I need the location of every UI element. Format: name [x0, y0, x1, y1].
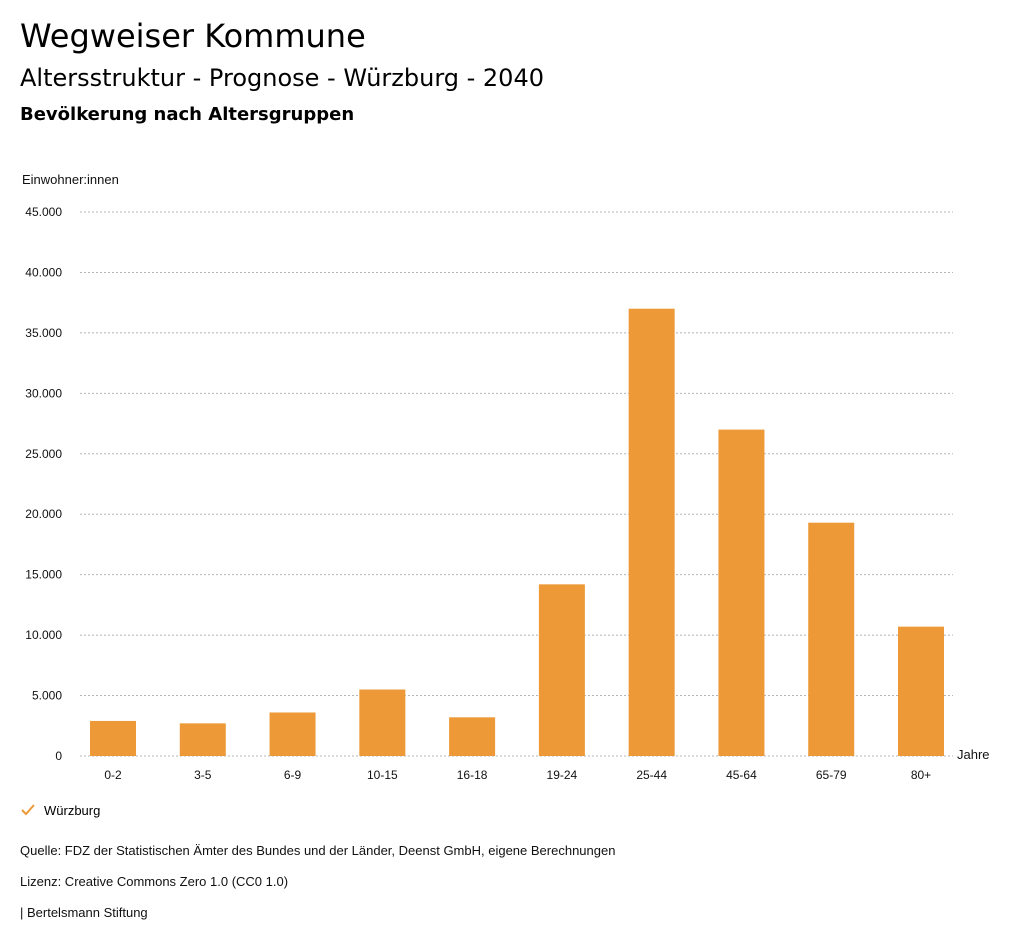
y-tick-label: 45.000	[25, 205, 62, 219]
y-tick-label: 20.000	[25, 507, 62, 521]
x-tick-label: 6-9	[284, 768, 302, 782]
bar-80+[interactable]	[898, 626, 944, 756]
bar-6-9[interactable]	[269, 712, 316, 756]
y-tick-label: 15.000	[25, 568, 62, 582]
legend[interactable]: Würzburg	[20, 802, 100, 818]
x-tick-label: 19-24	[547, 768, 578, 782]
bar-19-24[interactable]	[538, 584, 585, 756]
bar-25-44[interactable]	[628, 308, 675, 756]
x-tick-label: 80+	[911, 768, 931, 782]
chart-caption: Bevölkerung nach Altersgruppen	[20, 104, 355, 125]
bar-0-2[interactable]	[90, 720, 136, 756]
y-tick-label: 35.000	[25, 326, 62, 340]
bar-3-5[interactable]	[179, 723, 226, 756]
y-axis-ticks: 0 5.000 10.000 15.000 20.000 25.000 30.000 35.0…	[25, 205, 62, 763]
y-tick-label: 5.000	[32, 689, 62, 703]
x-tick-label: 3-5	[194, 768, 212, 782]
bar-chart: Einwohner:innen Jahre 0 5.000 10.000 15.000…	[22, 172, 990, 782]
y-tick-label: 0	[55, 749, 62, 763]
legend-label: Würzburg	[44, 802, 101, 818]
y-tick-label: 25.000	[25, 447, 62, 461]
x-tick-label: 45-64	[726, 768, 757, 782]
check-icon	[20, 802, 36, 818]
y-tick-label: 40.000	[25, 265, 62, 279]
x-axis-label: Jahre	[957, 747, 990, 762]
x-tick-label: 10-15	[367, 768, 398, 782]
chart-subtitle: Altersstruktur - Prognose - Würzburg - 2…	[20, 64, 544, 92]
license-note: Lizenz: Creative Commons Zero 1.0 (CC0 1…	[20, 874, 289, 889]
x-tick-label: 0-2	[104, 768, 122, 782]
x-tick-label: 25-44	[636, 768, 667, 782]
y-tick-label: 30.000	[25, 386, 62, 400]
bar-45-64[interactable]	[718, 429, 765, 756]
x-tick-label: 65-79	[816, 768, 847, 782]
page-title: Wegweiser Kommune	[20, 17, 366, 55]
bar-16-18[interactable]	[449, 717, 496, 756]
y-axis-label: Einwohner:innen	[22, 172, 119, 187]
y-tick-label: 10.000	[25, 628, 62, 642]
brand-note: | Bertelsmann Stiftung	[20, 905, 148, 920]
x-tick-label: 16-18	[457, 768, 488, 782]
x-axis-ticks: 0-2 3-5 6-9 10-15 16-18 19-24 25-44 45-64 65-79 8…	[104, 768, 931, 782]
bar-65-79[interactable]	[808, 522, 855, 756]
source-note: Quelle: FDZ der Statistischen Ämter des …	[20, 843, 616, 858]
gridlines	[80, 211, 953, 757]
bar-10-15[interactable]	[359, 689, 406, 756]
bars	[90, 308, 944, 756]
